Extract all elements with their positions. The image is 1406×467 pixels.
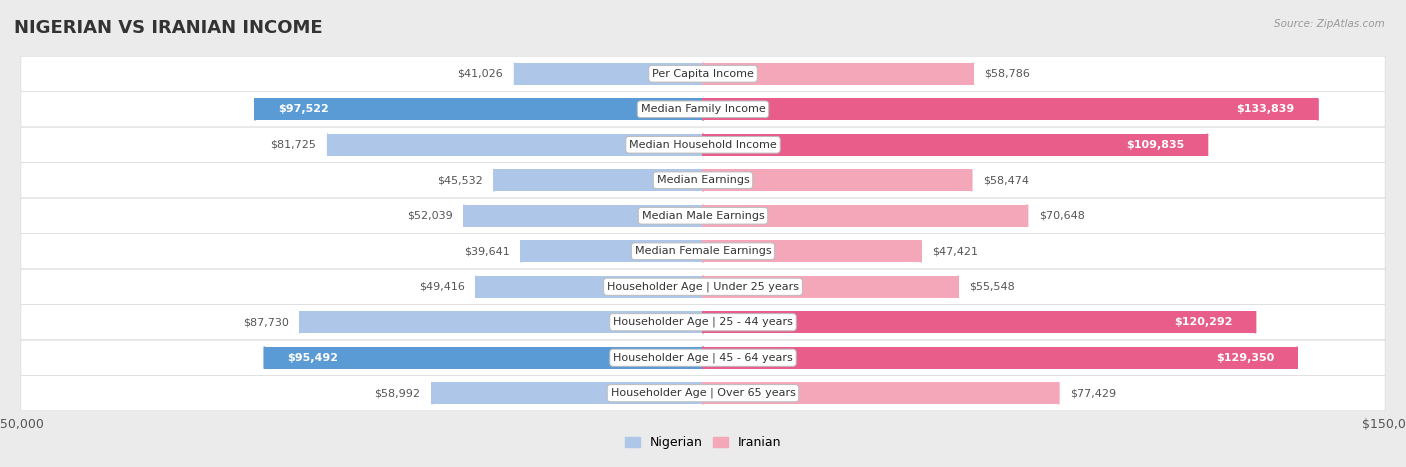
Text: $129,350: $129,350 [1216, 353, 1274, 363]
FancyBboxPatch shape [21, 198, 1385, 234]
Bar [703, 240, 921, 262]
Text: $55,548: $55,548 [970, 282, 1015, 292]
FancyBboxPatch shape [21, 127, 1385, 163]
Bar [464, 205, 703, 227]
Text: Householder Age | 45 - 64 years: Householder Age | 45 - 64 years [613, 353, 793, 363]
Text: $45,532: $45,532 [437, 175, 482, 185]
Text: NIGERIAN VS IRANIAN INCOME: NIGERIAN VS IRANIAN INCOME [14, 19, 323, 36]
FancyBboxPatch shape [21, 92, 1385, 127]
Bar [264, 347, 703, 369]
Text: Median Household Income: Median Household Income [628, 140, 778, 150]
FancyBboxPatch shape [21, 340, 1385, 375]
Text: Source: ZipAtlas.com: Source: ZipAtlas.com [1274, 19, 1385, 28]
Bar [703, 63, 973, 85]
Bar [703, 98, 1317, 120]
FancyBboxPatch shape [21, 163, 1385, 198]
Legend: Nigerian, Iranian: Nigerian, Iranian [620, 432, 786, 454]
Text: Median Earnings: Median Earnings [657, 175, 749, 185]
Bar [703, 169, 972, 191]
FancyBboxPatch shape [21, 56, 1385, 92]
Bar [254, 98, 703, 120]
Text: Per Capita Income: Per Capita Income [652, 69, 754, 79]
Text: $120,292: $120,292 [1174, 317, 1233, 327]
Bar [703, 382, 1059, 404]
Bar [522, 240, 703, 262]
Text: $41,026: $41,026 [457, 69, 503, 79]
FancyBboxPatch shape [21, 234, 1385, 269]
Bar [494, 169, 703, 191]
FancyBboxPatch shape [21, 375, 1385, 411]
Text: $133,839: $133,839 [1236, 104, 1295, 114]
Text: Median Male Earnings: Median Male Earnings [641, 211, 765, 221]
Text: $58,474: $58,474 [983, 175, 1029, 185]
Text: $95,492: $95,492 [287, 353, 339, 363]
Text: $49,416: $49,416 [419, 282, 464, 292]
Bar [703, 134, 1208, 156]
Bar [299, 311, 703, 333]
Bar [703, 205, 1028, 227]
Bar [515, 63, 703, 85]
Text: Householder Age | Over 65 years: Householder Age | Over 65 years [610, 388, 796, 398]
Bar [703, 311, 1256, 333]
Bar [328, 134, 703, 156]
FancyBboxPatch shape [21, 269, 1385, 304]
Bar [477, 276, 703, 298]
Bar [703, 347, 1298, 369]
Text: $81,725: $81,725 [270, 140, 316, 150]
Text: Householder Age | Under 25 years: Householder Age | Under 25 years [607, 282, 799, 292]
Text: Median Family Income: Median Family Income [641, 104, 765, 114]
Text: $58,786: $58,786 [984, 69, 1031, 79]
Text: $70,648: $70,648 [1039, 211, 1085, 221]
Text: $109,835: $109,835 [1126, 140, 1184, 150]
Text: $52,039: $52,039 [406, 211, 453, 221]
Text: $97,522: $97,522 [278, 104, 329, 114]
Text: $47,421: $47,421 [932, 246, 979, 256]
Bar [703, 276, 957, 298]
Bar [432, 382, 703, 404]
FancyBboxPatch shape [21, 304, 1385, 340]
Text: $39,641: $39,641 [464, 246, 509, 256]
Text: $77,429: $77,429 [1070, 388, 1116, 398]
Text: Householder Age | 25 - 44 years: Householder Age | 25 - 44 years [613, 317, 793, 327]
Text: Median Female Earnings: Median Female Earnings [634, 246, 772, 256]
Text: $58,992: $58,992 [374, 388, 420, 398]
Text: $87,730: $87,730 [243, 317, 288, 327]
